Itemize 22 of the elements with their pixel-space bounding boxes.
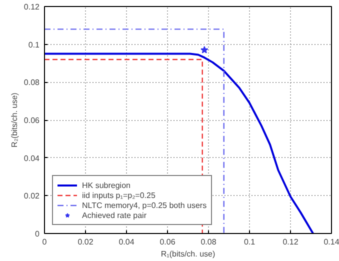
x-tick-label: 0.12: [282, 238, 299, 246]
y-axis-title: R₂(bits/ch. use): [10, 92, 19, 148]
x-tick-label: 0.14: [324, 238, 339, 246]
x-tick-label: 0: [42, 238, 48, 246]
y-tick-label: 0.02: [24, 192, 40, 201]
y-tick-label: 0: [35, 230, 40, 238]
x-tick-label: 0.04: [118, 238, 135, 246]
x-tick-label: 0.08: [200, 238, 217, 246]
x-axis-title: R₁(bits/ch. use): [160, 250, 216, 258]
line-series: [44, 52, 314, 234]
y-tick-label: 0.06: [24, 116, 40, 125]
x-tick-label: 0.02: [78, 238, 94, 246]
x-tick-label: 0.06: [160, 238, 176, 246]
legend-label: Achieved rate pair: [82, 210, 146, 220]
legend-label: iid inputs p₁=p₂=0.25: [82, 190, 156, 200]
y-tick-label: 0.08: [24, 78, 40, 88]
legend-label: NLTC memory4, p=0.25 both users: [82, 200, 207, 210]
legend-label: HK subregion: [82, 180, 130, 190]
y-tick-label: 0.12: [24, 2, 40, 12]
y-tick-label: 0.1: [28, 40, 40, 50]
y-tick-label: 0.04: [24, 154, 40, 163]
x-tick-label: 0.1: [244, 238, 256, 246]
